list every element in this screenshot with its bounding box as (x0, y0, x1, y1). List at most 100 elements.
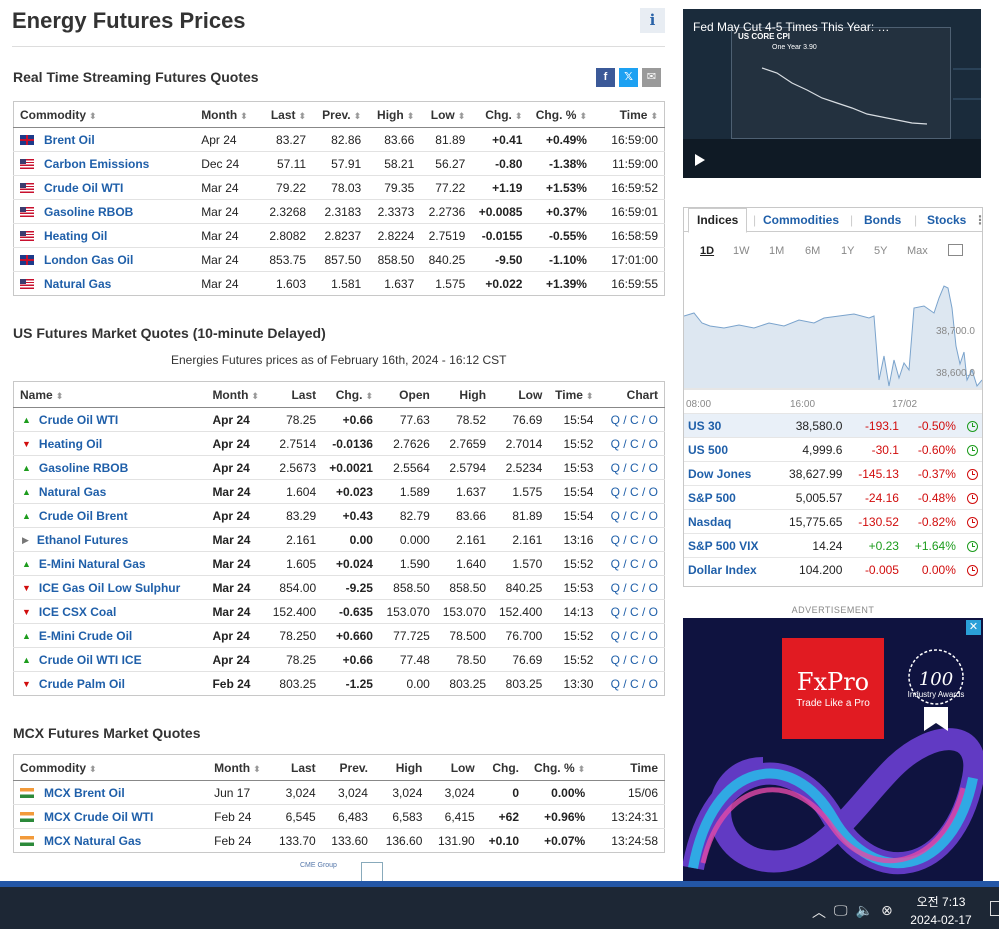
range-max[interactable]: Max (907, 245, 928, 257)
commodity-link[interactable]: MCX Natural Gas (44, 833, 142, 848)
chart-link-c[interactable]: C (629, 484, 639, 499)
commodity-link[interactable]: MCX Brent Oil (44, 785, 125, 800)
mcx-header-last[interactable]: Last (269, 754, 322, 781)
commodity-link[interactable]: London Gas Oil (44, 252, 134, 267)
rt-header-time[interactable]: Time ⬍ (592, 101, 665, 128)
chart-link-q[interactable]: Q (610, 652, 620, 667)
contract-link[interactable]: E-Mini Crude Oil (38, 628, 133, 643)
close-circle-icon[interactable]: ⊗ (880, 902, 893, 918)
chart-link-c[interactable]: C (629, 460, 639, 475)
index-link[interactable]: Dow Jones (688, 466, 752, 481)
chart-link-o[interactable]: O (648, 460, 658, 475)
rt-header-low[interactable]: Low ⬍ (420, 101, 472, 128)
rt-header-chg[interactable]: Chg. % ⬍ (528, 101, 593, 128)
contract-link[interactable]: Crude Oil WTI ICE (38, 652, 142, 667)
us-header-low[interactable]: Low (492, 381, 549, 408)
chart-link-o[interactable]: O (648, 580, 658, 595)
rt-header-prev[interactable]: Prev. ⬍ (312, 101, 368, 128)
more-icon[interactable]: ⋮ (974, 213, 986, 227)
chart-link-c[interactable]: C (629, 604, 639, 619)
mcx-header-chg[interactable]: Chg. (480, 754, 526, 781)
index-row[interactable]: Dow Jones 38,627.99 -145.13 -0.37% (684, 461, 982, 486)
mcx-header-commodity[interactable]: Commodity ⬍ (13, 754, 209, 781)
contract-link[interactable]: Ethanol Futures (36, 532, 129, 547)
chart-link-o[interactable]: O (648, 652, 658, 667)
info-icon[interactable]: i (640, 8, 665, 33)
x-share-icon[interactable]: 𝕏 (619, 68, 638, 87)
play-icon[interactable] (695, 154, 705, 166)
chart-link-o[interactable]: O (648, 532, 658, 547)
chart-link-o[interactable]: O (648, 508, 658, 523)
commodity-link[interactable]: Crude Oil WTI (44, 180, 124, 195)
contract-link[interactable]: Gasoline RBOB (38, 460, 129, 475)
chart-link-c[interactable]: C (629, 412, 639, 427)
range-1m[interactable]: 1M (769, 245, 785, 257)
rt-header-last[interactable]: Last ⬍ (254, 101, 313, 128)
chart-link-q[interactable]: Q (610, 508, 620, 523)
contract-link[interactable]: Crude Palm Oil (38, 676, 125, 691)
chart-link-q[interactable]: Q (610, 628, 620, 643)
chart-link-c[interactable]: C (629, 628, 639, 643)
index-link[interactable]: US 500 (688, 442, 729, 457)
chart-link-q[interactable]: Q (610, 484, 620, 499)
chart-link-o[interactable]: O (648, 604, 658, 619)
contract-link[interactable]: ICE CSX Coal (38, 604, 117, 619)
commodity-link[interactable]: Brent Oil (44, 132, 95, 147)
chart-link-o[interactable]: O (648, 628, 658, 643)
range-5y[interactable]: 5Y (874, 245, 888, 257)
contract-link[interactable]: Natural Gas (38, 484, 107, 499)
us-header-name[interactable]: Name ⬍ (13, 381, 207, 408)
tab-indices[interactable]: Indices (688, 208, 748, 233)
rt-header-month[interactable]: Month ⬍ (195, 101, 255, 128)
chart-link-q[interactable]: Q (610, 676, 620, 691)
commodity-link[interactable]: Gasoline RBOB (44, 204, 134, 219)
index-row[interactable]: S&P 500 5,005.57 -24.16 -0.48% (684, 485, 982, 510)
range-1w[interactable]: 1W (733, 245, 750, 257)
chart-link-c[interactable]: C (629, 436, 639, 451)
rt-header-commodity[interactable]: Commodity ⬍ (13, 101, 196, 128)
video-player[interactable]: US CORE CPI One Year 3.90 Fed May Cut 4-… (683, 9, 981, 178)
index-link[interactable]: S&P 500 (688, 490, 736, 505)
ad-close-icon[interactable]: ✕ (966, 620, 981, 635)
chart-link-q[interactable]: Q (610, 532, 620, 547)
index-row[interactable]: Dollar Index 104.200 -0.005 0.00% (684, 557, 982, 582)
notification-icon[interactable] (990, 901, 999, 916)
contract-link[interactable]: E-Mini Natural Gas (38, 556, 146, 571)
commodity-link[interactable]: MCX Crude Oil WTI (44, 809, 154, 824)
commodity-link[interactable]: Heating Oil (44, 228, 108, 243)
rt-header-chg[interactable]: Chg. ⬍ (471, 101, 529, 128)
network-icon[interactable]: 🖵 (834, 902, 848, 918)
chart-link-q[interactable]: Q (610, 412, 620, 427)
index-row[interactable]: Nasdaq 15,775.65 -130.52 -0.82% (684, 509, 982, 534)
chart-link-c[interactable]: C (629, 580, 639, 595)
index-row[interactable]: US 30 38,580.0 -193.1 -0.50% (684, 413, 982, 438)
commodity-link[interactable]: Carbon Emissions (44, 156, 150, 171)
tab-bonds[interactable]: Bonds (864, 213, 902, 227)
rt-header-high[interactable]: High ⬍ (367, 101, 421, 128)
index-link[interactable]: US 30 (688, 418, 722, 433)
index-row[interactable]: US 500 4,999.6 -30.1 -0.60% (684, 437, 982, 462)
chart-link-q[interactable]: Q (610, 436, 620, 451)
chart-link-c[interactable]: C (629, 508, 639, 523)
chart-link-q[interactable]: Q (610, 460, 620, 475)
chart-link-q[interactable]: Q (610, 604, 620, 619)
chart-link-q[interactable]: Q (610, 580, 620, 595)
us-header-chart[interactable]: Chart (599, 381, 665, 408)
email-share-icon[interactable]: ✉ (642, 68, 661, 87)
volume-icon[interactable]: 🔈 (855, 902, 873, 918)
mcx-header-low[interactable]: Low (428, 754, 481, 781)
chart-link-q[interactable]: Q (610, 556, 620, 571)
chart-link-c[interactable]: C (629, 532, 639, 547)
chart-link-o[interactable]: O (648, 412, 658, 427)
index-link[interactable]: Nasdaq (688, 514, 732, 529)
index-row[interactable]: S&P 500 VIX 14.24 +0.23 +1.64% (684, 533, 982, 558)
tab-stocks[interactable]: Stocks (927, 213, 967, 227)
us-header-high[interactable]: High (435, 381, 493, 408)
us-header-last[interactable]: Last (265, 381, 323, 408)
mcx-header-chg[interactable]: Chg. % ⬍ (525, 754, 592, 781)
index-link[interactable]: Dollar Index (688, 562, 757, 577)
us-header-open[interactable]: Open (378, 381, 436, 408)
range-1y[interactable]: 1Y (841, 245, 855, 257)
mcx-header-time[interactable]: Time (591, 754, 665, 781)
chart-link-c[interactable]: C (629, 676, 639, 691)
